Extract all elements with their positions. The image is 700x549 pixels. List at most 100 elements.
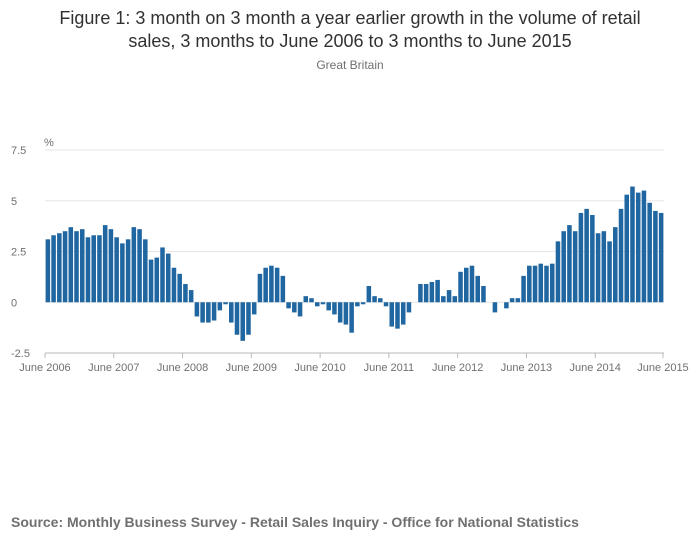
bar xyxy=(624,194,630,303)
y-tick-label: -2.5 xyxy=(11,348,30,360)
bar xyxy=(160,247,165,303)
bar xyxy=(292,302,297,313)
bar xyxy=(183,283,188,303)
bar xyxy=(372,296,377,303)
bar xyxy=(217,302,223,311)
bar xyxy=(154,257,160,303)
y-tick-label: 2.5 xyxy=(11,247,26,259)
y-axis-ticks: -2.5 0 2.5 5 7.5 xyxy=(11,145,30,360)
bar xyxy=(68,227,74,303)
bar xyxy=(572,231,578,303)
bar xyxy=(441,296,446,303)
bar xyxy=(125,239,131,303)
bar xyxy=(188,290,194,303)
bar xyxy=(309,298,314,303)
bar xyxy=(527,265,532,303)
bar xyxy=(521,275,526,303)
bar xyxy=(326,302,331,311)
bar xyxy=(114,237,119,303)
bar xyxy=(463,267,469,303)
bar xyxy=(148,259,154,303)
bar-series xyxy=(45,186,664,341)
bar xyxy=(641,190,647,303)
bar xyxy=(74,231,79,303)
bar xyxy=(229,302,234,323)
bar xyxy=(51,235,56,303)
bar xyxy=(635,192,641,303)
bar xyxy=(613,227,618,303)
x-axis-ticks: June 2006 June 2007 June 2008 June 2009 June… xyxy=(19,353,689,374)
y-axis-label: % xyxy=(44,137,54,149)
bar xyxy=(85,237,91,303)
bar xyxy=(223,302,228,305)
bar xyxy=(320,302,326,305)
bar xyxy=(378,298,383,303)
bar xyxy=(504,302,509,309)
bar xyxy=(143,239,148,303)
bar xyxy=(590,214,595,303)
bar xyxy=(544,265,549,303)
bar xyxy=(481,286,486,303)
y-tick-label: 7.5 xyxy=(11,145,26,157)
bar xyxy=(57,233,62,303)
bar xyxy=(515,298,521,303)
x-tick-label: June 2012 xyxy=(432,362,483,374)
bar xyxy=(280,275,286,303)
x-tick-label: June 2010 xyxy=(294,362,345,374)
bar xyxy=(435,279,440,303)
bar xyxy=(653,210,658,303)
bar xyxy=(630,186,635,303)
x-tick-label: June 2009 xyxy=(226,362,277,374)
bar xyxy=(200,302,205,323)
bar xyxy=(366,286,372,303)
bar xyxy=(274,267,280,303)
bar xyxy=(549,263,555,303)
bar xyxy=(446,290,452,303)
bar xyxy=(418,283,423,303)
bar xyxy=(246,302,251,335)
bar xyxy=(584,208,589,303)
bar xyxy=(102,225,108,303)
chart-title: Figure 1: 3 month on 3 month a year earl… xyxy=(0,7,700,53)
bar xyxy=(492,302,498,313)
bar xyxy=(452,296,458,303)
x-tick-label: June 2008 xyxy=(157,362,208,374)
bar xyxy=(97,235,102,303)
source-note: Source: Monthly Business Survey - Retail… xyxy=(11,514,579,530)
bar xyxy=(532,265,538,303)
bar xyxy=(400,302,406,325)
bar xyxy=(194,302,200,317)
bar xyxy=(286,302,291,309)
bar xyxy=(343,302,349,325)
chart-subtitle: Great Britain xyxy=(316,58,384,72)
y-tick-label: 0 xyxy=(11,297,17,309)
bar xyxy=(91,235,96,303)
bar xyxy=(62,231,68,303)
bar xyxy=(429,281,435,303)
bar xyxy=(337,302,343,323)
x-tick-label: June 2014 xyxy=(570,362,621,374)
bar xyxy=(79,229,85,303)
bar xyxy=(303,296,309,303)
bar xyxy=(269,265,274,303)
bar xyxy=(131,227,137,303)
bar xyxy=(360,302,366,305)
bar xyxy=(211,302,217,321)
bar xyxy=(578,212,584,303)
bar xyxy=(332,302,337,315)
bar xyxy=(120,243,125,303)
bar xyxy=(257,273,263,303)
bar xyxy=(206,302,211,323)
chart-title-line-1: Figure 1: 3 month on 3 month a year earl… xyxy=(59,8,641,28)
bar xyxy=(349,302,354,333)
bar xyxy=(251,302,257,315)
bar xyxy=(423,283,429,303)
y-tick-label: 5 xyxy=(11,196,17,208)
bar xyxy=(601,231,607,303)
bar xyxy=(383,302,389,307)
bar xyxy=(595,233,601,303)
x-tick-label: June 2015 xyxy=(637,362,688,374)
bar xyxy=(45,239,51,303)
chart-title-line-2: sales, 3 months to June 2006 to 3 months… xyxy=(128,31,572,51)
